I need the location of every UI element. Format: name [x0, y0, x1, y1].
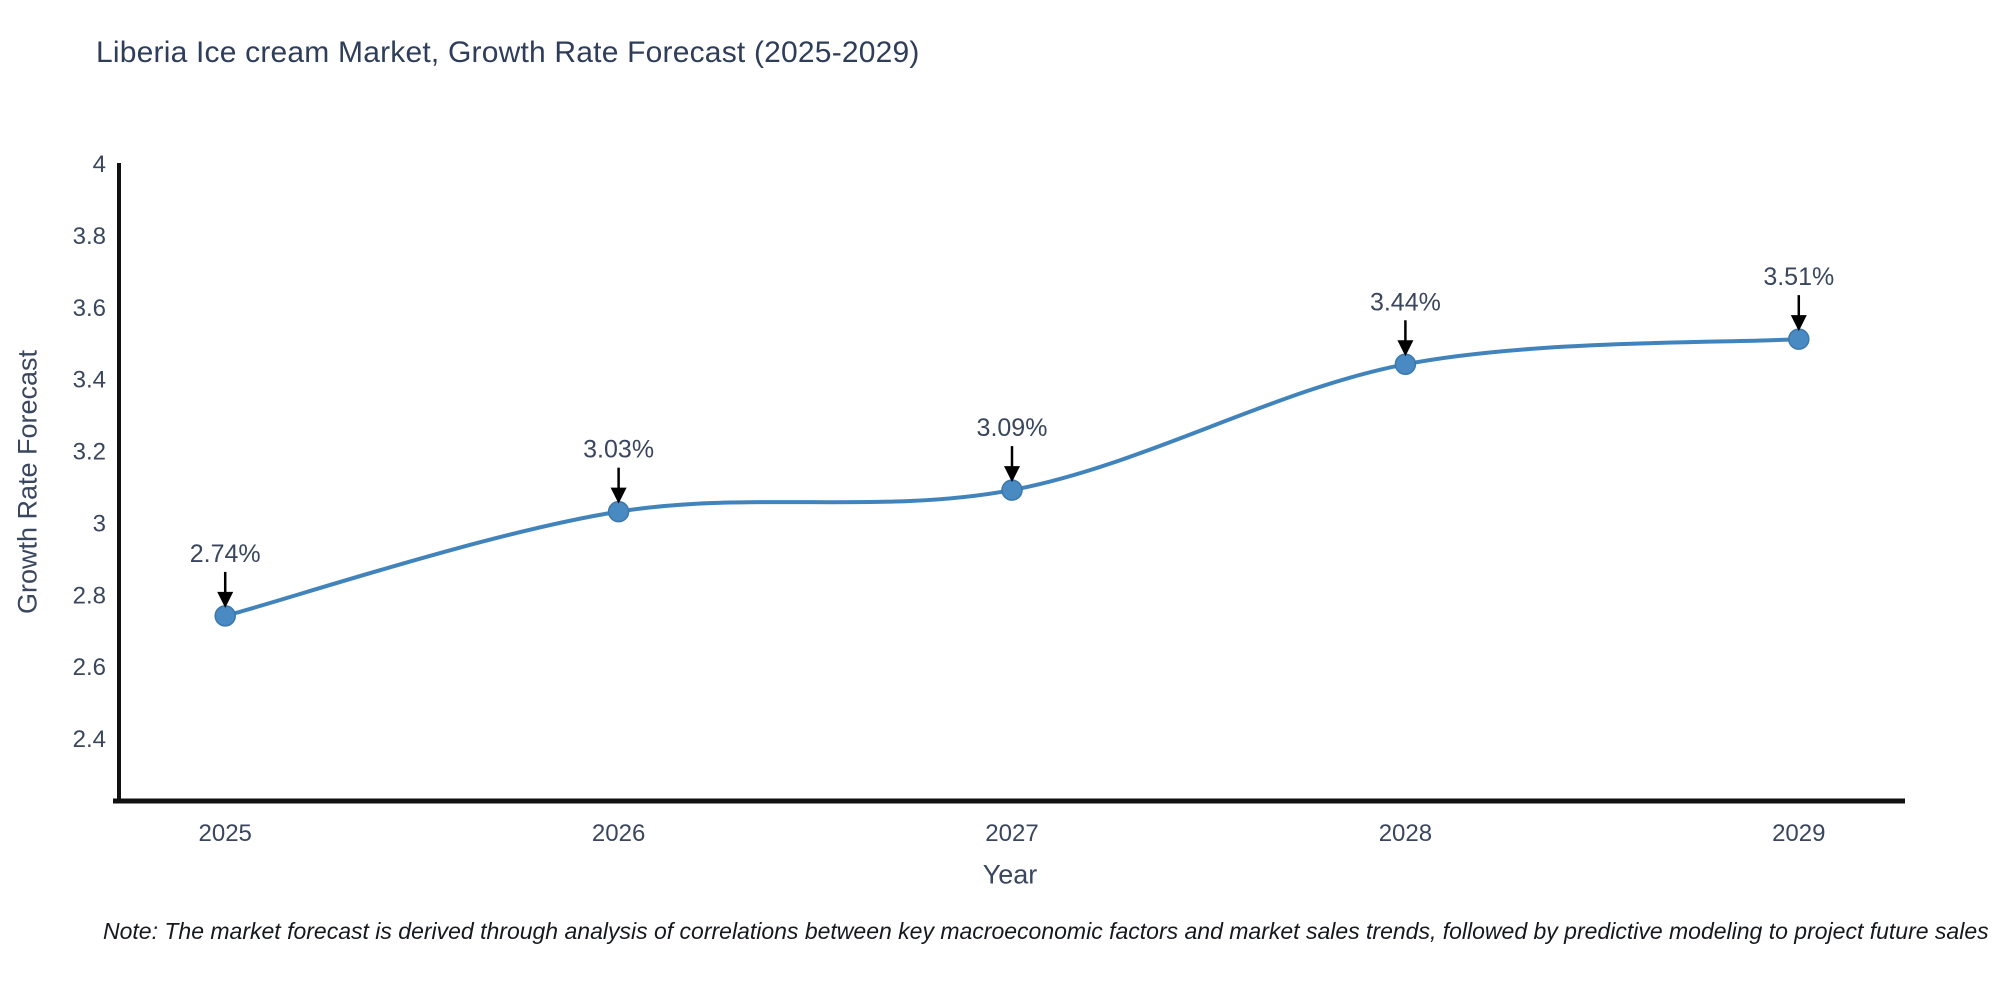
data-point-marker[interactable] [1394, 353, 1417, 376]
annotation-arrowhead [1004, 466, 1020, 483]
data-point-marker[interactable] [1788, 328, 1810, 350]
y-tick-label: 3 [93, 510, 106, 537]
y-tick-label: 3.4 [73, 367, 106, 394]
data-point-label: 2.74% [190, 540, 261, 568]
y-tick-label: 2.6 [73, 654, 106, 681]
annotation-arrowhead [217, 591, 234, 608]
annotation-arrowhead [1790, 315, 1807, 332]
y-tick-label: 3.6 [73, 295, 106, 322]
data-point-marker[interactable] [607, 500, 630, 523]
annotation-arrowhead [610, 487, 627, 504]
data-point-label: 3.44% [1370, 288, 1441, 316]
x-axis-title: Year [982, 859, 1038, 890]
data-point-marker[interactable] [214, 605, 236, 627]
y-axis-title: Growth Rate Forecast [12, 349, 43, 615]
data-point-label: 3.03% [583, 436, 654, 464]
x-tick-label: 2029 [1772, 820, 1825, 847]
x-tick-label: 2027 [985, 820, 1038, 847]
x-tick-label: 2026 [592, 820, 645, 847]
chart-title: Liberia Ice cream Market, Growth Rate Fo… [96, 36, 920, 69]
y-tick-label: 3.8 [73, 223, 106, 250]
y-tick-label: 2.4 [73, 726, 106, 753]
x-tick-label: 2025 [199, 820, 252, 847]
y-tick-label: 2.8 [73, 582, 106, 609]
footnote: Note: The market forecast is derived thr… [103, 918, 1989, 944]
y-tick-label: 4 [93, 151, 106, 178]
y-tick-label: 3.2 [73, 439, 106, 466]
x-tick-label: 2028 [1379, 820, 1432, 847]
data-point-marker[interactable] [1001, 479, 1023, 501]
data-point-label: 3.51% [1763, 263, 1834, 291]
data-point-label: 3.09% [977, 414, 1048, 442]
annotation-arrowhead [1397, 340, 1414, 357]
